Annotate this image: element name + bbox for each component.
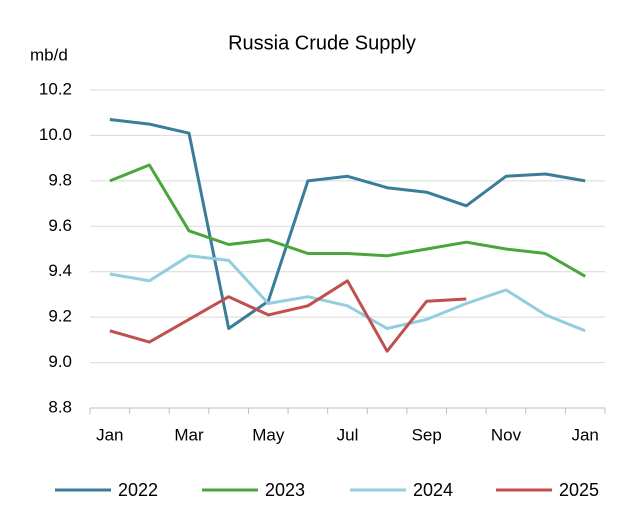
x-tick-label: May: [252, 425, 285, 444]
legend-label: 2022: [118, 480, 158, 500]
series-line: [109, 254, 586, 333]
x-tick-label: Sep: [412, 425, 442, 444]
series-line: [109, 118, 586, 330]
y-tick-label: 10.0: [39, 125, 72, 144]
x-tick-label: Jan: [96, 425, 123, 444]
legend-label: 2023: [265, 480, 305, 500]
y-axis-label: mb/d: [30, 45, 68, 64]
x-tick-label: Mar: [174, 425, 204, 444]
y-tick-label: 9.0: [48, 352, 72, 371]
legend-label: 2024: [413, 480, 453, 500]
legend-label: 2025: [559, 480, 599, 500]
y-tick-label: 9.8: [48, 170, 72, 189]
chart-title: Russia Crude Supply: [228, 32, 416, 54]
y-tick-label: 10.2: [39, 79, 72, 98]
series-line: [109, 279, 467, 353]
x-tick-label: Jan: [571, 425, 598, 444]
y-tick-label: 8.8: [48, 397, 72, 416]
y-tick-label: 9.6: [48, 216, 72, 235]
x-tick-label: Nov: [491, 425, 522, 444]
x-tick-label: Jul: [337, 425, 359, 444]
series-line: [109, 163, 586, 278]
y-tick-label: 9.4: [48, 261, 72, 280]
y-tick-label: 9.2: [48, 307, 72, 326]
